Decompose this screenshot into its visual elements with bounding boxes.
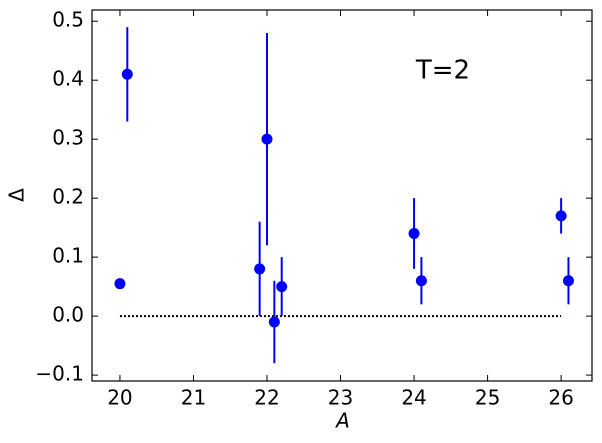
plot-frame [91, 9, 593, 382]
data-point [555, 210, 567, 222]
x-tick-label: 26 [548, 386, 573, 410]
x-tick-label: 22 [254, 386, 279, 410]
x-tick-label: 25 [475, 386, 500, 410]
y-tick-label: 0.1 [52, 244, 84, 268]
data-point [114, 278, 126, 290]
y-tick-label: 0.5 [52, 8, 84, 32]
y-tick-label: 0.0 [52, 303, 84, 327]
data-point [408, 228, 420, 240]
y-tick-label: 0.2 [52, 185, 84, 209]
data-point [415, 275, 427, 287]
y-axis-label: Δ [5, 188, 29, 202]
x-axis-label: A [334, 409, 350, 433]
x-tick-label: 23 [328, 386, 353, 410]
data-point [254, 263, 266, 275]
annotation: T=2 [415, 56, 470, 86]
y-tick-label: 0.4 [52, 67, 84, 91]
x-tick-label: 20 [107, 386, 132, 410]
y-tick-label: 0.3 [52, 126, 84, 150]
data-point [261, 133, 273, 145]
x-tick-label: 24 [401, 386, 426, 410]
y-tick-label: −0.1 [35, 362, 84, 386]
x-tick-label: 21 [181, 386, 206, 410]
data-point [121, 68, 133, 80]
data-point [268, 316, 280, 328]
data-point [562, 275, 574, 287]
data-point [276, 281, 288, 293]
